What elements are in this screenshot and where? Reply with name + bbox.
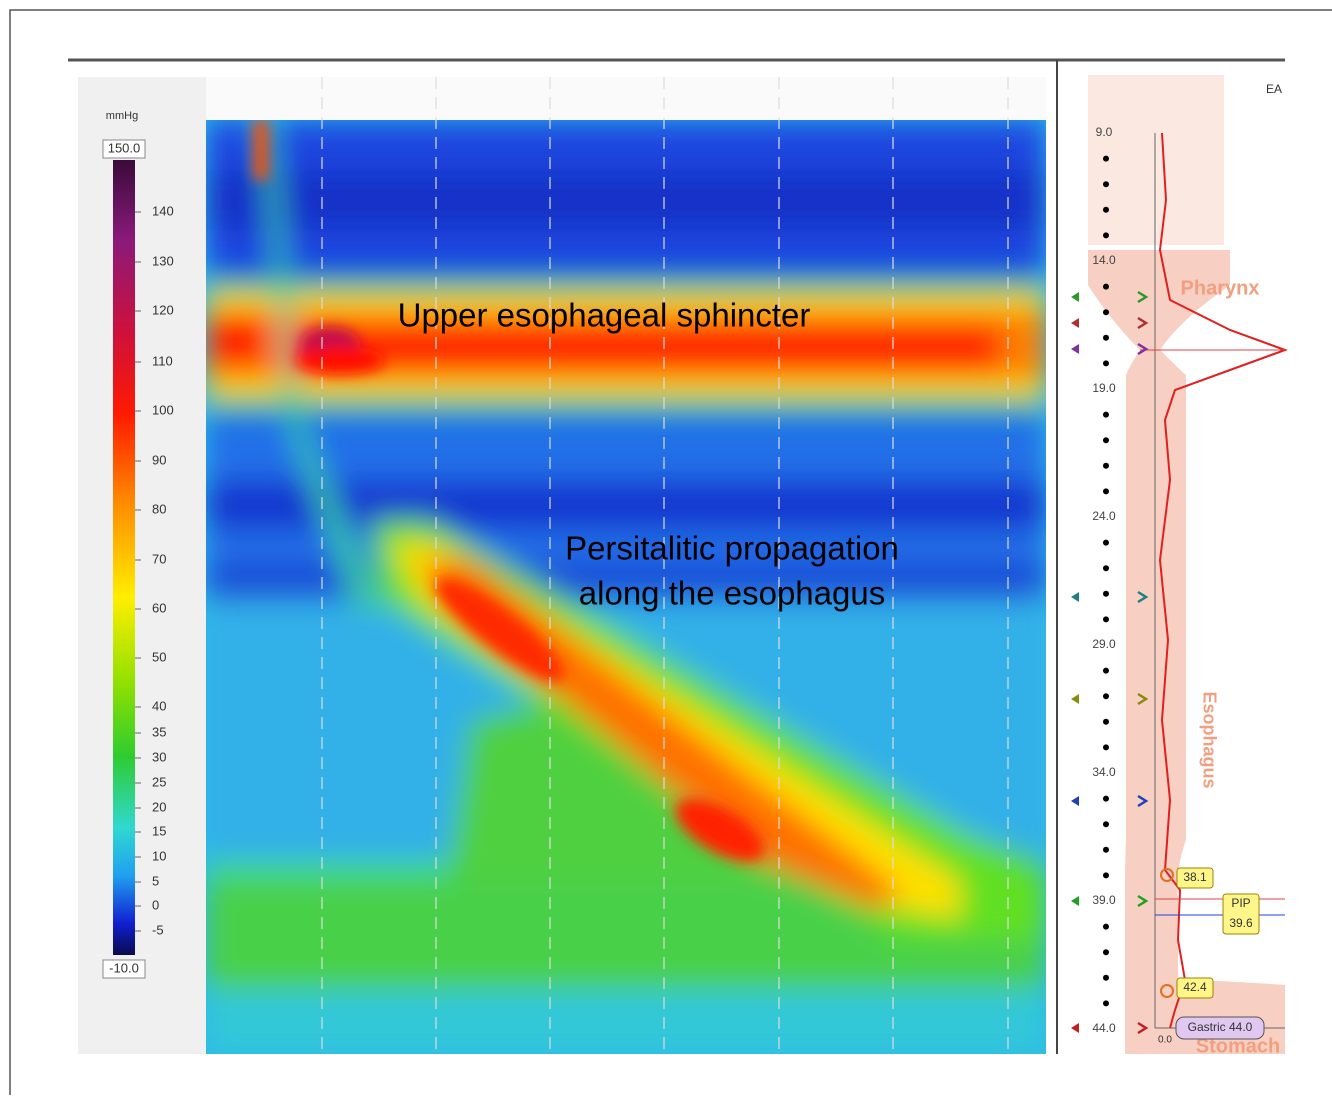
depth-label: 39.0 bbox=[1092, 893, 1116, 907]
sensor-dot bbox=[1103, 360, 1109, 366]
colorbar-tick-label: 15 bbox=[152, 823, 166, 838]
colorbar-tick-label: 130 bbox=[152, 253, 174, 268]
sensor-dot bbox=[1103, 156, 1109, 162]
colorbar bbox=[113, 160, 135, 955]
sensor-dot bbox=[1103, 463, 1109, 469]
colorbar-tick-label: 110 bbox=[152, 353, 173, 368]
depth-label: 29.0 bbox=[1092, 637, 1116, 651]
sensor-dot bbox=[1103, 872, 1109, 878]
sensor-dot bbox=[1103, 309, 1109, 315]
sensor-dot bbox=[1103, 232, 1109, 238]
peristalsis-annotation: Persitalitic propagation bbox=[565, 530, 899, 567]
sensor-dot bbox=[1103, 847, 1109, 853]
axis-origin: 0.0 bbox=[1158, 1035, 1172, 1046]
panel-header: EA bbox=[1266, 82, 1282, 96]
marker-label: 38.1 bbox=[1183, 870, 1207, 884]
colorbar-tick-label: 50 bbox=[152, 649, 166, 664]
sensor-dot bbox=[1103, 719, 1109, 725]
sensor-dot bbox=[1103, 591, 1109, 597]
region-label: Esophagus bbox=[1199, 691, 1219, 788]
colorbar-tick-label: 60 bbox=[152, 600, 166, 615]
colorbar-max: 150.0 bbox=[108, 140, 141, 155]
colorbar-tick-label: 40 bbox=[152, 698, 166, 713]
sensor-dot bbox=[1103, 796, 1109, 802]
marker-label: PIP bbox=[1231, 896, 1250, 910]
sensor-dot bbox=[1103, 975, 1109, 981]
depth-label: 24.0 bbox=[1092, 509, 1116, 523]
time-header bbox=[206, 77, 1046, 120]
colorbar-tick-label: 25 bbox=[152, 774, 166, 789]
colorbar-tick-label: 10 bbox=[152, 848, 166, 863]
sensor-marker bbox=[1071, 318, 1079, 328]
sensor-dot bbox=[1103, 668, 1109, 674]
sensor-dot bbox=[1103, 821, 1109, 827]
colorbar-tick-label: 90 bbox=[152, 452, 166, 467]
depth-label: 44.0 bbox=[1092, 1021, 1116, 1035]
colorbar-tick-label: 80 bbox=[152, 501, 166, 516]
sensor-dot bbox=[1103, 335, 1109, 341]
colorbar-tick-label: 100 bbox=[152, 402, 174, 417]
colorbar-min: -10.0 bbox=[109, 960, 139, 975]
colorbar-tick-label: 0 bbox=[152, 897, 159, 912]
sensor-dot bbox=[1103, 693, 1109, 699]
sensor-dot bbox=[1103, 565, 1109, 571]
depth-label: 19.0 bbox=[1092, 381, 1116, 395]
sensor-marker bbox=[1071, 896, 1079, 906]
ues-annotation: Upper esophageal sphincter bbox=[398, 297, 811, 334]
depth-label: 34.0 bbox=[1092, 765, 1116, 779]
sensor-dot bbox=[1103, 181, 1109, 187]
sensor-dot bbox=[1103, 540, 1109, 546]
sensor-dot bbox=[1103, 616, 1109, 622]
sensor-dot bbox=[1103, 1000, 1109, 1006]
sensor-dot bbox=[1103, 949, 1109, 955]
sensor-dot bbox=[1103, 437, 1109, 443]
sensor-marker bbox=[1071, 1023, 1079, 1033]
colorbar-tick-label: 30 bbox=[152, 749, 166, 764]
sensor-marker bbox=[1071, 694, 1079, 704]
marker-label: 42.4 bbox=[1183, 980, 1207, 994]
colorbar-tick-label: 35 bbox=[152, 724, 166, 739]
sensor-marker bbox=[1071, 796, 1079, 806]
colorbar-unit: mmHg bbox=[106, 110, 138, 122]
sensor-marker bbox=[1071, 592, 1079, 602]
sensor-marker bbox=[1071, 292, 1079, 302]
depth-label: 9.0 bbox=[1096, 125, 1113, 139]
marker-label: Gastric 44.0 bbox=[1188, 1020, 1253, 1034]
sensor-dot bbox=[1103, 744, 1109, 750]
sensor-dot bbox=[1103, 488, 1109, 494]
colorbar-tick-label: -5 bbox=[152, 922, 164, 937]
marker-label: 39.6 bbox=[1229, 916, 1253, 930]
sensor-dot bbox=[1103, 284, 1109, 290]
depth-label: 14.0 bbox=[1092, 253, 1116, 267]
region-label: Pharynx bbox=[1181, 277, 1260, 299]
colorbar-panel bbox=[78, 77, 206, 1054]
sensor-dot bbox=[1103, 207, 1109, 213]
sensor-dot bbox=[1103, 412, 1109, 418]
peristalsis-annotation: along the esophagus bbox=[579, 575, 885, 612]
colorbar-tick-label: 120 bbox=[152, 302, 174, 317]
colorbar-tick-label: 5 bbox=[152, 873, 159, 888]
colorbar-tick-label: 70 bbox=[152, 551, 166, 566]
sensor-dot bbox=[1103, 924, 1109, 930]
screenshot: mmHg 150.0 -10.0 14013012011010090807060… bbox=[0, 0, 1332, 1095]
sensor-marker bbox=[1071, 344, 1079, 354]
colorbar-tick-label: 20 bbox=[152, 799, 166, 814]
colorbar-tick-label: 140 bbox=[152, 203, 174, 218]
